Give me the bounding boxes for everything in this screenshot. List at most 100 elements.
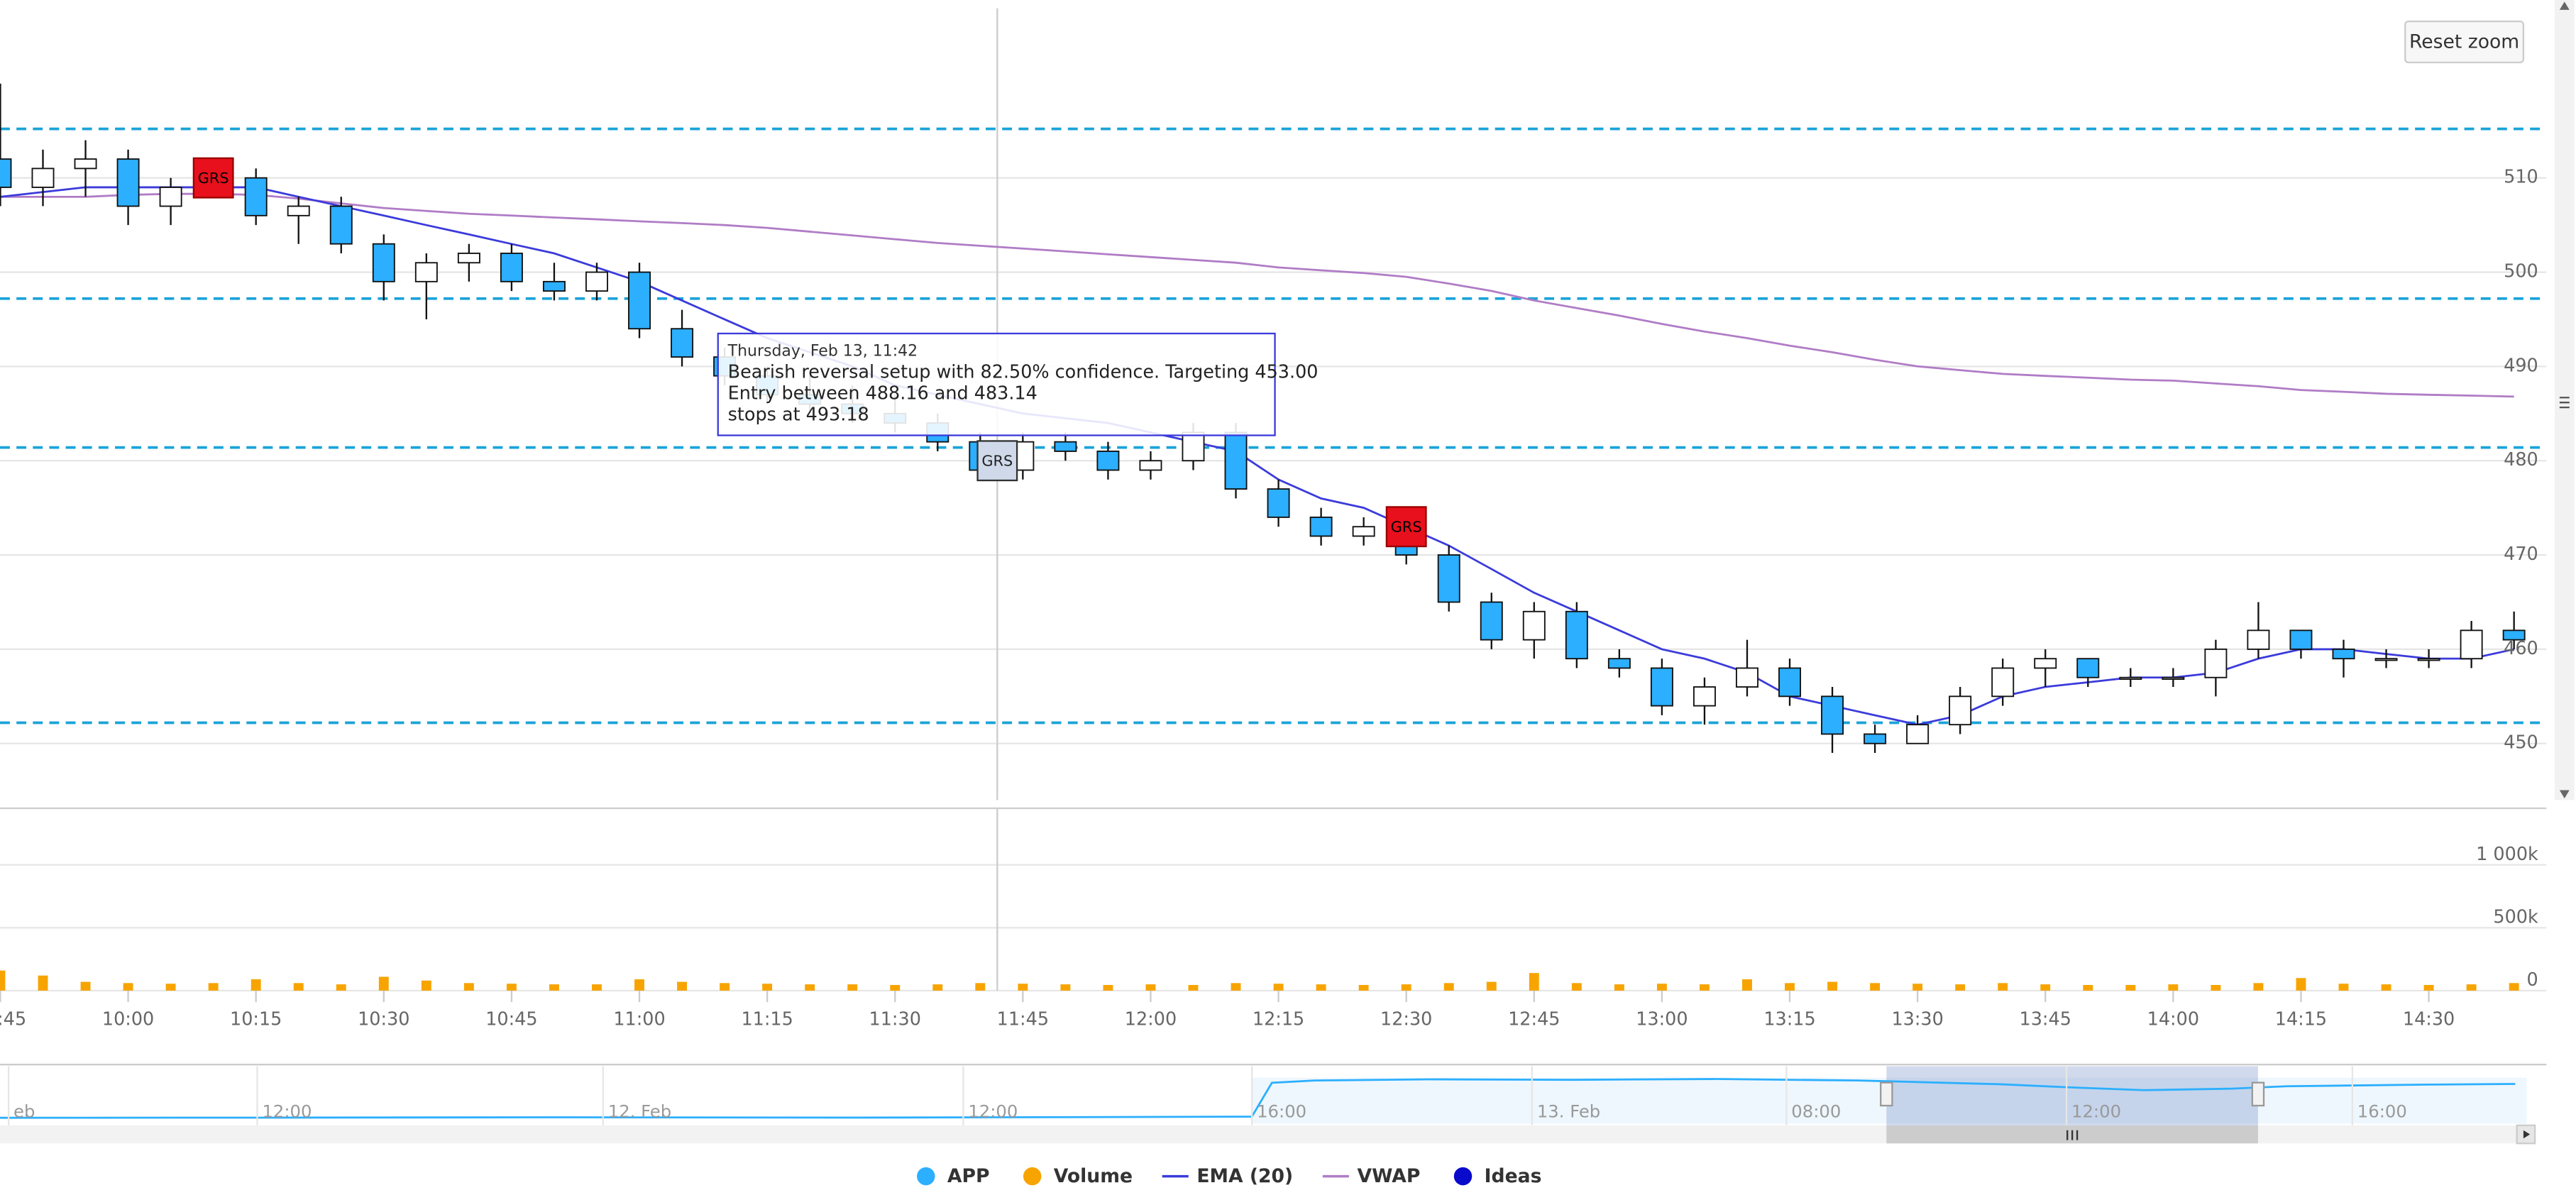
volume-bar <box>38 975 48 991</box>
volume-bar <box>165 984 176 991</box>
x-tick-label: 11:00 <box>613 1009 665 1030</box>
tooltip-header: Thursday, Feb 13, 11:42 <box>727 342 918 360</box>
candle-body <box>2502 629 2526 641</box>
volume-bar <box>1358 985 1369 991</box>
navigator-label: 16:00 <box>2357 1101 2407 1121</box>
legend-item[interactable]: EMA (20) <box>1162 1165 1293 1187</box>
legend-item[interactable]: VWAP <box>1322 1165 1420 1187</box>
volume-bar <box>1785 983 1795 991</box>
candle-body <box>1267 488 1290 518</box>
volume-bar <box>1316 984 1326 991</box>
x-tick-label: 12:30 <box>1380 1009 1432 1030</box>
navigator-handle[interactable] <box>2251 1081 2265 1107</box>
candle-body <box>500 253 523 282</box>
navigator-handle[interactable] <box>1880 1081 1893 1107</box>
y-tick-label: 460 <box>2504 638 2538 659</box>
idea-flag[interactable] <box>192 157 234 199</box>
idea-label: GRS <box>198 170 229 187</box>
candle-body <box>1182 431 1205 462</box>
navigator-label: eb <box>13 1101 35 1121</box>
volume-bar <box>2509 983 2519 991</box>
candle-body <box>372 243 395 282</box>
legend-label[interactable]: VWAP <box>1357 1165 1420 1187</box>
legend-item[interactable]: Ideas <box>1453 1165 1542 1187</box>
volume-bar <box>2125 985 2136 991</box>
legend-symbol[interactable] <box>1453 1167 1473 1186</box>
idea-label: GRS <box>981 452 1013 469</box>
x-tick-label: 13:30 <box>1891 1009 1943 1030</box>
plot-area: GRS GRS GRS <box>0 8 2547 992</box>
candle-body <box>2119 676 2142 680</box>
volume-bar <box>592 984 602 991</box>
volume-bar <box>1231 983 1241 991</box>
vertical-scrollbar[interactable] <box>2554 0 2575 800</box>
legend-label[interactable]: Ideas <box>1485 1165 1542 1187</box>
volume-bar <box>0 970 6 991</box>
x-tick-label: 14:15 <box>2275 1009 2327 1030</box>
idea-label: GRS <box>1391 518 1422 535</box>
volume-bar <box>2381 984 2391 991</box>
candle-body <box>585 271 608 292</box>
volume-bar <box>2083 985 2093 991</box>
button-label[interactable]: Reset zoom <box>2409 31 2519 53</box>
x-tick-label: 10:00 <box>102 1009 154 1030</box>
y-tick-label: 450 <box>2504 732 2538 754</box>
volume-bar <box>1145 984 1156 991</box>
volume-bar <box>506 984 517 991</box>
volume-bar <box>1486 981 1497 991</box>
x-tick-label: 10:15 <box>230 1009 282 1030</box>
candle-body <box>287 205 310 216</box>
button-frame[interactable] <box>2404 20 2525 64</box>
candle-body <box>1565 610 1588 660</box>
navigator-label: 08:00 <box>1791 1101 1841 1121</box>
scroll-grip[interactable] <box>2559 397 2570 409</box>
candle-body <box>1607 658 1631 669</box>
navigator-label: 12:00 <box>2071 1101 2121 1121</box>
x-tick-label: 12:45 <box>1508 1009 1560 1030</box>
candle-body <box>414 262 438 282</box>
volume-tick-label: 500k <box>2493 906 2538 927</box>
x-tick-label: 11:30 <box>869 1009 921 1030</box>
volume-bar <box>720 983 730 991</box>
volume-bar <box>2040 984 2051 991</box>
legend-label[interactable]: EMA (20) <box>1196 1165 1293 1187</box>
legend-item[interactable]: Volume <box>1023 1165 1133 1187</box>
legend: APP Volume EMA (20) VWAP Ideas <box>917 1165 1541 1187</box>
scroll-track[interactable] <box>2554 0 2575 800</box>
legend-label[interactable]: APP <box>947 1165 990 1187</box>
volume-tick-label: 1 000k <box>2476 844 2538 865</box>
reset-zoom-button[interactable]: Reset zoom <box>2404 20 2525 64</box>
legend-label[interactable]: Volume <box>1054 1165 1133 1187</box>
x-tick-label: 12:00 <box>1125 1009 1177 1030</box>
candle-body <box>2247 629 2270 650</box>
y-tick-label: 510 <box>2504 167 2538 188</box>
candle-body <box>2204 648 2228 678</box>
idea-flag[interactable] <box>1385 506 1427 548</box>
idea-flag[interactable] <box>976 440 1018 482</box>
y-tick-label: 470 <box>2504 544 2538 565</box>
x-tick-label: 10:30 <box>358 1009 409 1030</box>
volume-bar <box>2168 984 2179 991</box>
legend-symbol[interactable] <box>917 1167 935 1186</box>
legend-symbol[interactable] <box>1023 1167 1042 1186</box>
navigator-label: 16:00 <box>1257 1101 1306 1121</box>
candle-body <box>1906 724 1930 744</box>
legend-item[interactable]: APP <box>917 1165 989 1187</box>
volume-bar <box>975 983 986 991</box>
tooltip-line: Bearish reversal setup with 82.50% confi… <box>728 362 1319 383</box>
candle-body <box>671 328 694 358</box>
x-tick-label: 10:45 <box>485 1009 537 1030</box>
volume-bar <box>1273 984 1284 991</box>
volume-bar <box>2338 984 2349 991</box>
volume-bar <box>1955 984 1966 991</box>
volume-bar <box>2211 985 2221 991</box>
tooltip-line: Entry between 488.16 and 483.14 <box>728 383 1037 404</box>
candle-body <box>542 280 566 292</box>
x-tick-label: 14:00 <box>2147 1009 2199 1030</box>
candle-body <box>1864 733 1887 744</box>
volume-bar <box>677 981 687 991</box>
navigator-selection[interactable] <box>1886 1066 2258 1125</box>
volume-bar <box>890 985 901 991</box>
x-tick-label: 12:15 <box>1253 1009 1304 1030</box>
candle-body <box>159 187 182 207</box>
